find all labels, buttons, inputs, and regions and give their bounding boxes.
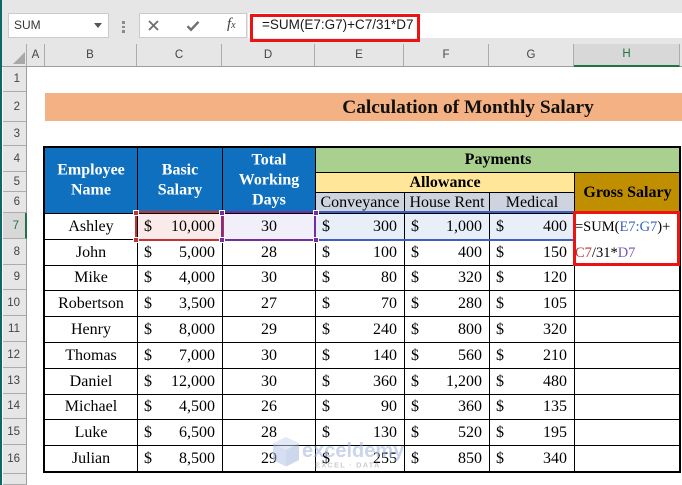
svg-text:exceldemy: exceldemy [302,440,405,462]
svg-text:EXCEL · DATA: EXCEL · DATA [315,461,381,470]
